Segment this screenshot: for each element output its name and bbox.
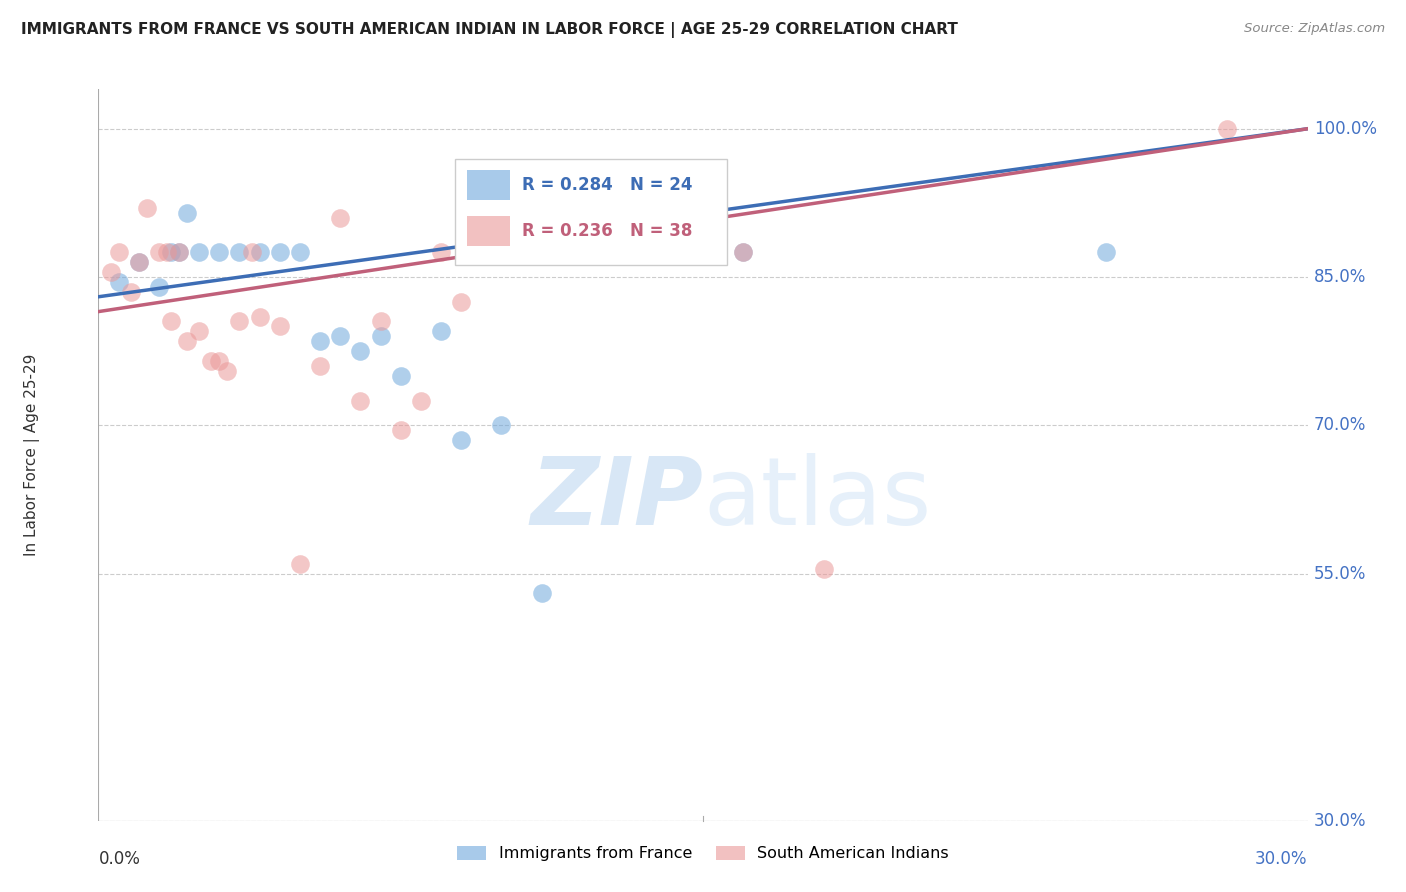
Point [217, 364, 239, 378]
Point [450, 294, 472, 309]
Point [249, 245, 271, 260]
Point [733, 245, 755, 260]
Point [651, 245, 673, 260]
Point [571, 245, 593, 260]
Point [530, 245, 553, 260]
Point [135, 201, 157, 215]
Point [450, 433, 472, 447]
Point [128, 255, 150, 269]
Point [288, 557, 311, 571]
Point [160, 314, 183, 328]
Point [733, 245, 755, 260]
Point [176, 206, 198, 220]
Point [349, 344, 371, 359]
Point [107, 275, 129, 289]
Point [329, 329, 352, 343]
Point [188, 324, 211, 338]
Point [156, 245, 179, 260]
Point [249, 310, 271, 324]
Point [160, 245, 183, 260]
Text: 85.0%: 85.0% [1313, 268, 1367, 286]
Point [571, 245, 593, 260]
Text: atlas: atlas [703, 453, 931, 545]
Point [612, 245, 634, 260]
Point [1216, 121, 1239, 136]
Legend: Immigrants from France, South American Indians: Immigrants from France, South American I… [450, 839, 956, 868]
FancyBboxPatch shape [467, 216, 509, 246]
Point [208, 354, 231, 368]
Point [176, 334, 198, 349]
Point [1095, 245, 1118, 260]
Point [430, 324, 453, 338]
Point [309, 359, 332, 373]
Point [228, 245, 250, 260]
FancyBboxPatch shape [467, 169, 509, 201]
Text: 30.0%: 30.0% [1313, 812, 1367, 830]
Text: R = 0.236   N = 38: R = 0.236 N = 38 [522, 222, 692, 240]
Point [309, 334, 332, 349]
Point [510, 245, 533, 260]
Point [269, 319, 291, 334]
Text: IMMIGRANTS FROM FRANCE VS SOUTH AMERICAN INDIAN IN LABOR FORCE | AGE 25-29 CORRE: IMMIGRANTS FROM FRANCE VS SOUTH AMERICAN… [21, 22, 957, 38]
Point [228, 314, 250, 328]
Point [491, 245, 513, 260]
Point [491, 418, 513, 433]
FancyBboxPatch shape [456, 159, 727, 265]
Text: Source: ZipAtlas.com: Source: ZipAtlas.com [1244, 22, 1385, 36]
Point [200, 354, 222, 368]
Point [692, 245, 714, 260]
Point [370, 314, 392, 328]
Point [167, 245, 190, 260]
Point [349, 393, 371, 408]
Point [148, 245, 170, 260]
Point [813, 561, 835, 575]
Point [430, 245, 453, 260]
Point [389, 423, 412, 437]
Point [409, 393, 432, 408]
Point [240, 245, 263, 260]
Point [288, 245, 311, 260]
Point [128, 255, 150, 269]
Point [530, 586, 553, 600]
Text: 70.0%: 70.0% [1313, 417, 1367, 434]
Point [329, 211, 352, 225]
Text: ZIP: ZIP [530, 453, 703, 545]
Point [100, 265, 122, 279]
Text: In Labor Force | Age 25-29: In Labor Force | Age 25-29 [24, 354, 39, 556]
Text: 30.0%: 30.0% [1256, 850, 1308, 868]
Point [167, 245, 190, 260]
Point [470, 245, 492, 260]
Point [389, 368, 412, 383]
Point [370, 329, 392, 343]
Text: 55.0%: 55.0% [1313, 565, 1367, 582]
Text: 0.0%: 0.0% [98, 850, 141, 868]
Point [148, 280, 170, 294]
Point [208, 245, 231, 260]
Point [188, 245, 211, 260]
Point [269, 245, 291, 260]
Point [107, 245, 129, 260]
Text: R = 0.284   N = 24: R = 0.284 N = 24 [522, 176, 692, 194]
Text: 100.0%: 100.0% [1313, 120, 1376, 137]
Point [120, 285, 142, 299]
